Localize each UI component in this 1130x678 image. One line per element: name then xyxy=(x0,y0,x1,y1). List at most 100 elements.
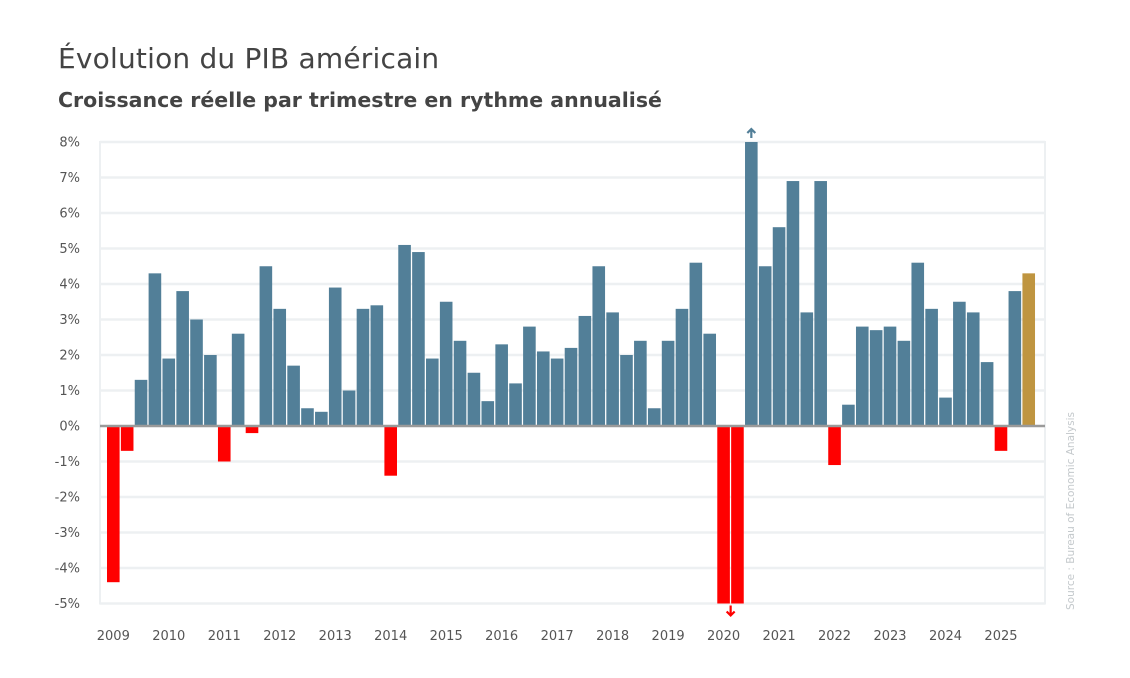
bar xyxy=(273,308,287,426)
bar xyxy=(647,408,661,426)
x-tick-label: 2023 xyxy=(873,629,906,644)
bar xyxy=(398,244,411,426)
bar xyxy=(301,408,314,426)
bar xyxy=(786,181,800,426)
bar xyxy=(481,401,495,426)
x-tick-label: 2025 xyxy=(984,629,1017,644)
bar xyxy=(356,308,370,426)
bar xyxy=(953,301,966,426)
y-axis: 8% 7% 6% 5% 4% 3% 2% 1% 0% -1% -2% -3% -4% -5% xyxy=(55,136,80,613)
bar xyxy=(467,372,481,426)
y-tick-label: 7% xyxy=(59,171,80,186)
bar xyxy=(828,426,841,466)
bar xyxy=(745,142,758,426)
x-tick-label: 2015 xyxy=(430,629,463,644)
bar xyxy=(523,326,536,426)
x-tick-label: 2009 xyxy=(97,629,130,644)
y-tick-label: -1% xyxy=(55,455,80,470)
source-note: Source : Bureau of Economic Analysis xyxy=(1065,412,1077,610)
y-tick-label: 8% xyxy=(59,136,80,151)
bar xyxy=(911,262,925,426)
y-tick-label: 1% xyxy=(59,384,80,399)
bar xyxy=(758,266,772,426)
bar xyxy=(453,340,467,426)
bar xyxy=(592,266,606,426)
bar xyxy=(315,411,328,426)
y-tick-label: 3% xyxy=(59,313,80,328)
bar xyxy=(245,426,259,434)
bar xyxy=(426,358,439,426)
y-tick-label: 0% xyxy=(59,420,80,435)
bar xyxy=(550,358,564,426)
bar xyxy=(176,291,189,426)
bar xyxy=(675,308,689,426)
bar xyxy=(342,390,356,426)
bar xyxy=(439,301,453,426)
bar xyxy=(703,333,717,426)
bar xyxy=(564,347,578,426)
bar xyxy=(509,383,522,426)
x-tick-label: 2024 xyxy=(929,629,962,644)
y-tick-label: -2% xyxy=(55,491,80,506)
bar xyxy=(800,312,814,426)
bar xyxy=(855,326,869,426)
y-tick-label: -3% xyxy=(55,526,80,541)
x-tick-label: 2017 xyxy=(541,629,574,644)
x-tick-label: 2014 xyxy=(374,629,407,644)
bar xyxy=(370,305,384,426)
y-tick-label: -4% xyxy=(55,562,80,577)
y-tick-label: 5% xyxy=(59,242,80,257)
bar xyxy=(883,326,897,426)
bar xyxy=(606,312,619,426)
bar xyxy=(148,273,162,426)
bar xyxy=(1008,291,1022,426)
x-tick-label: 2021 xyxy=(763,629,796,644)
bar xyxy=(495,344,508,426)
bar xyxy=(204,355,217,426)
x-tick-label: 2019 xyxy=(652,629,685,644)
bar xyxy=(634,340,647,426)
bar xyxy=(134,379,148,426)
bar xyxy=(731,426,744,604)
y-tick-label: 4% xyxy=(59,278,80,293)
bar xyxy=(994,426,1008,451)
bar xyxy=(536,351,550,426)
y-tick-label: -5% xyxy=(55,597,80,612)
bar xyxy=(578,315,592,426)
chart-title: Évolution du PIB américain xyxy=(58,42,440,75)
x-tick-label: 2018 xyxy=(596,629,629,644)
bar xyxy=(107,426,120,583)
bar xyxy=(661,340,675,426)
bar xyxy=(689,262,703,426)
bar xyxy=(217,426,231,462)
x-tick-label: 2022 xyxy=(818,629,851,644)
bar xyxy=(190,319,203,426)
x-tick-label: 2012 xyxy=(263,629,296,644)
bar xyxy=(620,355,633,426)
bar xyxy=(259,266,273,426)
bar xyxy=(980,362,994,426)
bar xyxy=(897,340,911,426)
arrow-up-icon xyxy=(746,127,757,138)
bars xyxy=(100,127,1045,618)
y-tick-label: 2% xyxy=(59,349,80,364)
bar xyxy=(814,181,827,426)
bar xyxy=(120,426,134,451)
x-tick-label: 2016 xyxy=(485,629,518,644)
x-tick-label: 2013 xyxy=(319,629,352,644)
bar xyxy=(925,308,938,426)
bar xyxy=(384,426,397,476)
bar xyxy=(842,404,855,426)
chart-subtitle: Croissance réelle par trimestre en rythm… xyxy=(58,88,662,112)
bar xyxy=(717,426,730,604)
bar xyxy=(287,365,300,426)
bar xyxy=(772,227,786,426)
bar xyxy=(231,333,245,426)
bar xyxy=(412,252,425,426)
bar xyxy=(162,358,176,426)
y-tick-label: 6% xyxy=(59,207,80,222)
arrow-down-icon xyxy=(725,605,736,618)
x-axis: 2009 2010 2011 2012 2013 2014 2015 2016 2017 2018… xyxy=(97,629,1018,644)
x-tick-label: 2010 xyxy=(152,629,185,644)
